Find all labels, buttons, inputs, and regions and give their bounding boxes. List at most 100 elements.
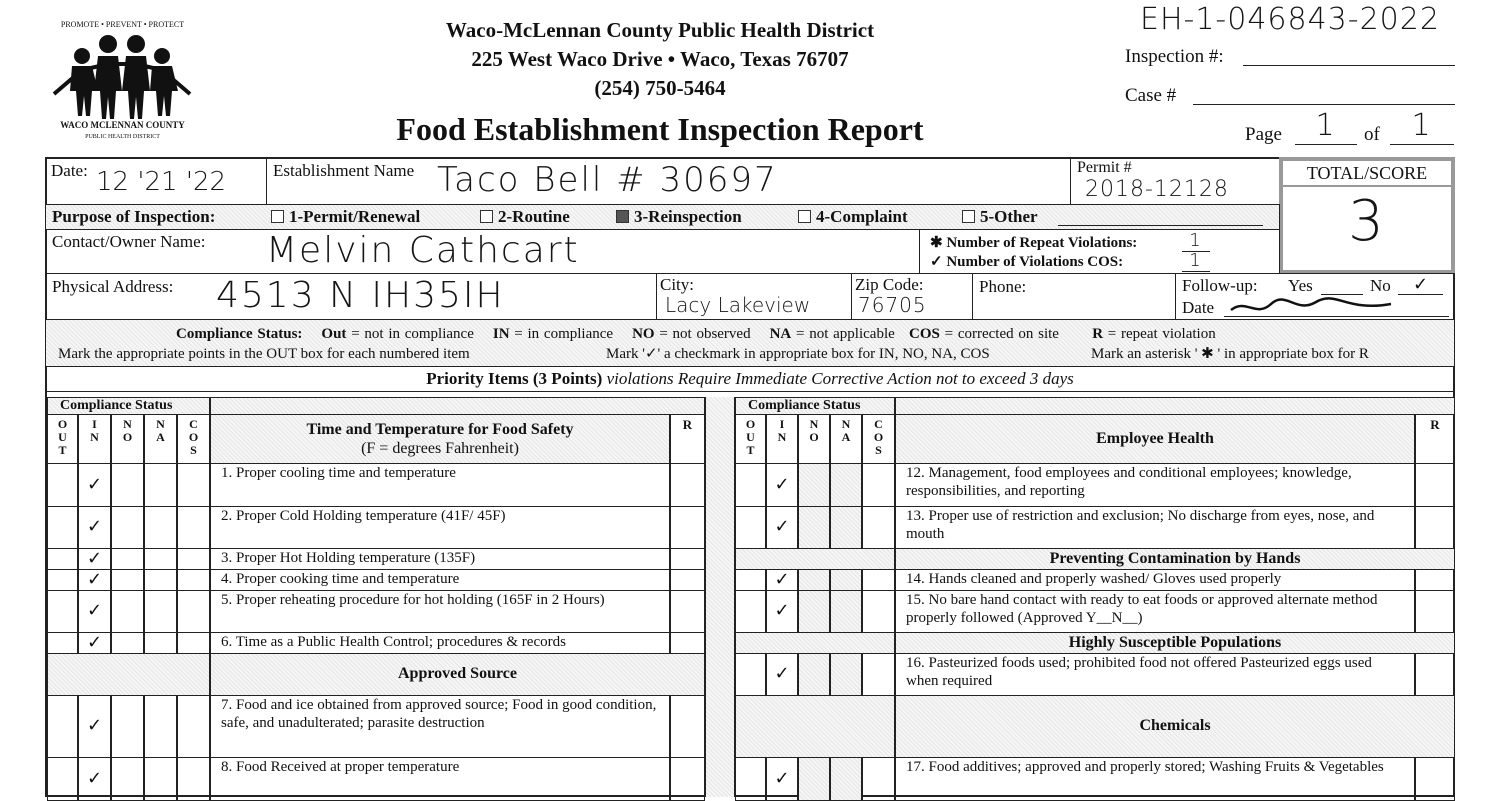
permit-field[interactable]: Permit # 2018-12128 [1070, 157, 1280, 205]
cos-cell[interactable] [862, 653, 895, 696]
in-cell[interactable]: ✓ [766, 590, 798, 633]
na-cell[interactable] [144, 757, 177, 801]
checkbox-checked[interactable] [616, 210, 629, 223]
cos-cell[interactable] [862, 569, 895, 591]
city-field[interactable]: City: Lacy Lakeview [656, 273, 852, 320]
in-cell[interactable]: ✓ [766, 506, 798, 549]
contact-field[interactable]: Contact/Owner Name: Melvin Cathcart [45, 229, 920, 274]
purpose-option-2[interactable]: 2-Routine [480, 207, 570, 227]
no-cell[interactable] [798, 506, 830, 549]
no-cell[interactable] [111, 695, 144, 758]
out-cell[interactable] [47, 506, 78, 549]
no-cell[interactable] [798, 653, 830, 696]
in-cell[interactable]: ✓ [78, 506, 111, 549]
zip-field[interactable]: Zip Code: 76705 [851, 273, 973, 320]
in-cell[interactable]: ✓ [78, 463, 111, 507]
repeat-cell[interactable] [1415, 653, 1455, 696]
na-cell[interactable] [830, 757, 862, 801]
out-cell[interactable] [47, 569, 78, 591]
na-cell[interactable] [830, 463, 862, 507]
phone-field[interactable]: Phone: [972, 273, 1176, 320]
no-cell[interactable] [111, 506, 144, 549]
cos-cell[interactable] [862, 506, 895, 549]
in-cell[interactable]: ✓ [78, 569, 111, 591]
out-cell[interactable] [735, 757, 766, 801]
out-cell[interactable] [47, 548, 78, 570]
repeat-cell[interactable] [670, 548, 705, 570]
out-cell[interactable] [735, 463, 766, 507]
repeat-cell[interactable] [670, 632, 705, 654]
no-cell[interactable] [111, 569, 144, 591]
cos-cell[interactable] [177, 506, 210, 549]
no-cell[interactable] [111, 548, 144, 570]
no-cell[interactable] [111, 757, 144, 801]
inspection-number-line[interactable] [1243, 65, 1455, 66]
cos-cell[interactable] [177, 463, 210, 507]
na-cell[interactable] [144, 632, 177, 654]
repeat-cell[interactable] [1415, 506, 1455, 549]
repeat-cell[interactable] [1415, 757, 1455, 801]
no-cell[interactable] [798, 463, 830, 507]
in-cell[interactable]: ✓ [766, 569, 798, 591]
follow-up-no-check[interactable]: ✓ [1398, 274, 1443, 295]
repeat-cell[interactable] [670, 506, 705, 549]
in-cell[interactable]: ✓ [78, 590, 111, 633]
repeat-cell[interactable] [670, 463, 705, 507]
case-line[interactable] [1193, 104, 1455, 105]
in-cell[interactable]: ✓ [78, 695, 111, 758]
no-cell[interactable] [111, 590, 144, 633]
cos-cell[interactable] [177, 590, 210, 633]
cos-cell[interactable] [177, 569, 210, 591]
repeat-cell[interactable] [1415, 590, 1455, 633]
follow-up-date-line[interactable] [1224, 316, 1449, 317]
na-cell[interactable] [830, 506, 862, 549]
na-cell[interactable] [830, 653, 862, 696]
repeat-cell[interactable] [670, 695, 705, 758]
checkbox[interactable] [480, 210, 493, 223]
out-cell[interactable] [735, 653, 766, 696]
na-cell[interactable] [144, 569, 177, 591]
out-cell[interactable] [47, 590, 78, 633]
na-cell[interactable] [144, 590, 177, 633]
cos-cell[interactable] [177, 632, 210, 654]
na-cell[interactable] [144, 548, 177, 570]
na-cell[interactable] [830, 590, 862, 633]
checkbox[interactable] [798, 210, 811, 223]
no-cell[interactable] [798, 757, 830, 801]
in-cell[interactable]: ✓ [766, 463, 798, 507]
cos-cell[interactable] [862, 590, 895, 633]
address-field[interactable]: Physical Address: 4513 N IH35IH [45, 273, 657, 320]
in-cell[interactable]: ✓ [766, 653, 798, 696]
na-cell[interactable] [144, 695, 177, 758]
na-cell[interactable] [144, 506, 177, 549]
repeat-cell[interactable] [670, 590, 705, 633]
in-cell[interactable]: ✓ [78, 548, 111, 570]
na-cell[interactable] [144, 463, 177, 507]
cos-violations-value[interactable]: 1 [1182, 251, 1210, 272]
out-cell[interactable] [735, 506, 766, 549]
establishment-field[interactable]: Establishment Name Taco Bell # 30697 [266, 157, 1071, 205]
out-cell[interactable] [735, 569, 766, 591]
in-cell[interactable]: ✓ [766, 757, 798, 801]
na-cell[interactable] [830, 569, 862, 591]
out-cell[interactable] [47, 632, 78, 654]
repeat-violations-value[interactable]: 1 [1182, 231, 1210, 252]
in-cell[interactable]: ✓ [78, 757, 111, 801]
repeat-cell[interactable] [670, 569, 705, 591]
follow-up-yes-line[interactable] [1321, 294, 1363, 295]
purpose-option-3[interactable]: 3-Reinspection [616, 207, 742, 227]
purpose-option-4[interactable]: 4-Complaint [798, 207, 908, 227]
cos-cell[interactable] [177, 757, 210, 801]
purpose-option-1[interactable]: 1-Permit/Renewal [271, 207, 420, 227]
no-cell[interactable] [798, 569, 830, 591]
purpose-option-5[interactable]: 5-Other [962, 207, 1038, 227]
no-cell[interactable] [798, 590, 830, 633]
cos-cell[interactable] [177, 548, 210, 570]
repeat-cell[interactable] [670, 757, 705, 801]
in-cell[interactable]: ✓ [78, 632, 111, 654]
out-cell[interactable] [47, 757, 78, 801]
checkbox[interactable] [962, 210, 975, 223]
out-cell[interactable] [735, 590, 766, 633]
out-cell[interactable] [47, 463, 78, 507]
no-cell[interactable] [111, 632, 144, 654]
